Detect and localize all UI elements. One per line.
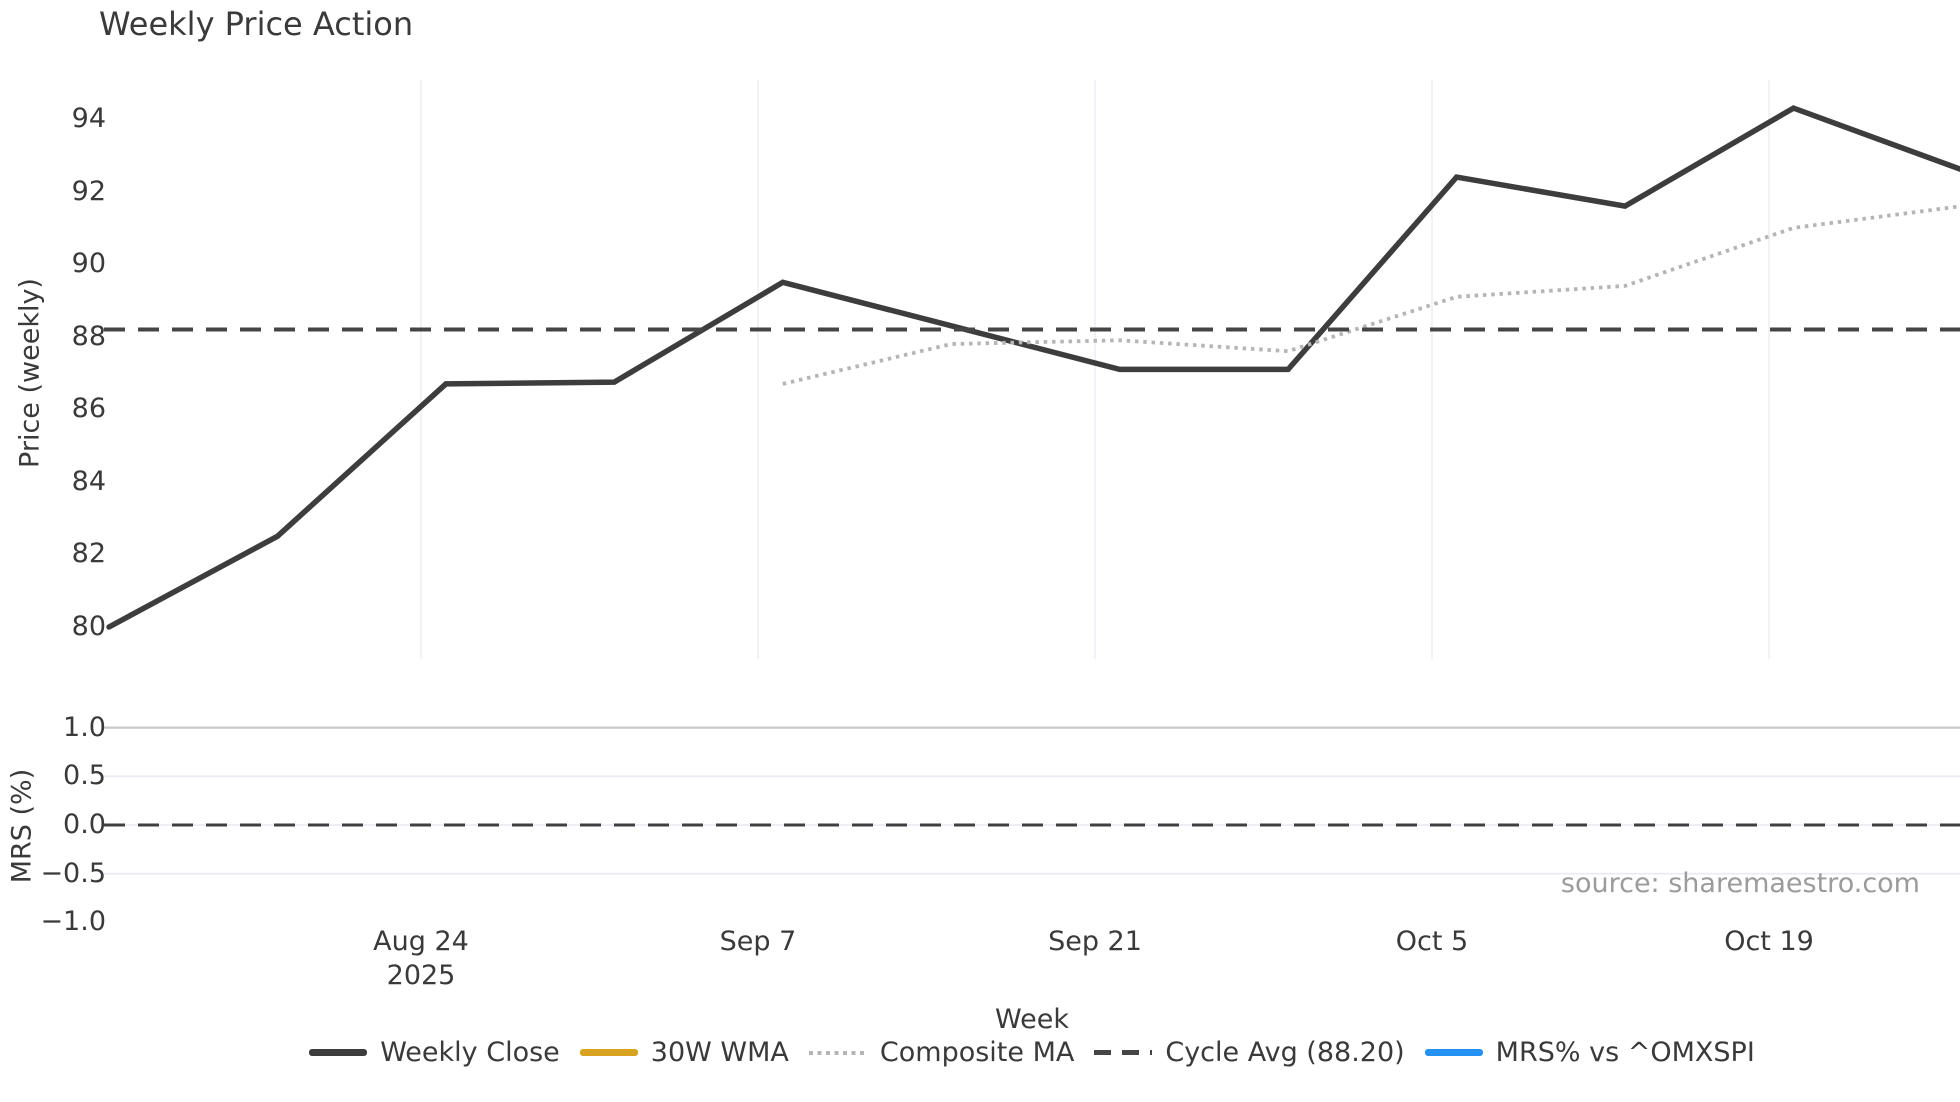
mrs-ytick-label: 1.0 [63,711,106,743]
x-tick-label: Oct 5 [1395,926,1469,957]
price-ytick-label: 80 [71,611,106,642]
legend-label: Cycle Avg (88.20) [1165,1037,1405,1068]
price-ytick-label: 94 [71,103,106,134]
legend-label: 30W WMA [650,1037,789,1068]
price-ytick-label: 88 [71,320,106,352]
price-ytick-label: 92 [71,175,106,207]
x-axis-label: Week [995,1004,1069,1035]
mrs-ytick-label: 0.5 [63,760,106,792]
mrs-ytick-label: −0.5 [40,857,106,889]
legend-label: MRS% vs ^OMXSPI [1495,1037,1755,1068]
legend-swatch-solid-icon [309,1049,368,1056]
x-tick-label: Oct 19 [1724,926,1814,957]
legend-label: Composite MA [879,1037,1075,1068]
legend-label: Weekly Close [380,1037,560,1068]
legend: Weekly Close 30W WMA Composite MA Cycle Avg… [104,1037,1960,1068]
x-tick-label: Aug 24 2025 [373,926,469,991]
legend-item: Weekly Close [309,1037,560,1068]
price-ytick-label: 86 [71,393,106,425]
x-tick-label: Sep 21 [1048,926,1142,957]
price-ytick-label: 82 [71,538,106,570]
legend-item: Composite MA [808,1037,1075,1068]
mrs-ytick-label: −1.0 [40,906,106,938]
chart-title: Weekly Price Action [99,5,414,43]
legend-item: 30W WMA [579,1037,789,1068]
weekly-close-line [106,105,1960,630]
price-y-axis-label: Price (weekly) [14,278,46,468]
legend-item: Cycle Avg (88.20) [1094,1037,1405,1068]
legend-swatch-dashed-icon [1094,1050,1153,1055]
legend-swatch-solid-icon [579,1049,638,1056]
source-note: source: sharemaestro.com [1560,868,1920,899]
legend-swatch-dotted-icon [808,1050,867,1055]
price-ytick-label: 90 [71,248,106,280]
price-ytick-label: 84 [71,465,106,497]
mrs-ytick-label: 0.0 [63,809,106,840]
legend-swatch-solid-icon [1424,1049,1483,1056]
legend-item: MRS% vs ^OMXSPI [1424,1037,1755,1068]
x-tick-label: Sep 7 [719,926,797,957]
composite-ma-line [782,204,1960,386]
